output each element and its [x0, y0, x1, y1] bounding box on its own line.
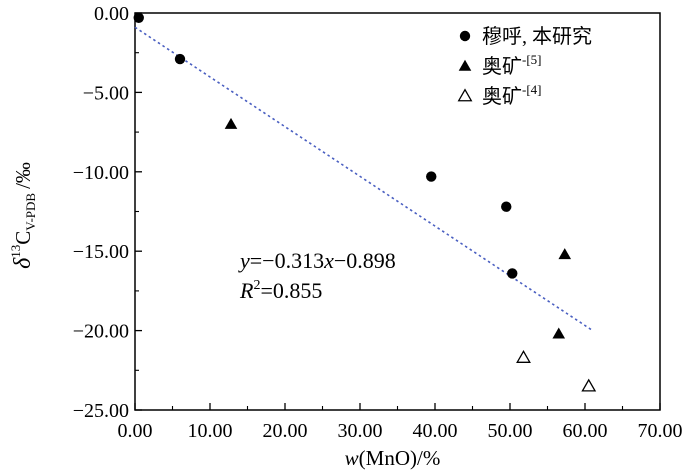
plot-area-frame — [134, 12, 661, 411]
legend-label: 奥矿-[5] — [482, 52, 542, 78]
legend-reference: -[5] — [522, 52, 542, 67]
axis-ticks — [134, 12, 661, 411]
x-tick-label: 60.00 — [563, 420, 608, 442]
data-point — [552, 327, 566, 339]
regression-equation: y=−0.313x−0.898 — [238, 248, 396, 273]
equation-coefficient: =−0.313 — [250, 248, 324, 273]
x-tick-label: 40.00 — [413, 420, 458, 442]
x-axis-unit: (MnO)/% — [359, 446, 441, 470]
x-tick-label: 0.00 — [118, 420, 153, 442]
legend-marker — [457, 88, 473, 102]
x-axis-title: w(MnO)/% — [345, 446, 441, 470]
data-points — [133, 12, 597, 392]
data-point — [133, 12, 144, 23]
legend-label: 穆呼, 本研究 — [482, 25, 592, 48]
data-point — [516, 349, 531, 363]
legend-marker — [458, 59, 472, 71]
y-axis-unit: /‰ — [11, 162, 35, 189]
y-axis-element: C — [11, 231, 35, 245]
regression-trendline — [134, 26, 593, 332]
legend-reference: -[4] — [522, 82, 542, 97]
data-point — [581, 378, 597, 392]
equation-y-var: y — [238, 248, 250, 273]
x-tick-label: 10.00 — [188, 420, 233, 442]
y-tick-label: −15.00 — [73, 241, 129, 263]
legend-marker — [459, 30, 471, 42]
legend-series-name: 奥矿 — [482, 55, 522, 78]
y-axis-delta: δ — [10, 257, 36, 269]
x-tick-label: 20.00 — [263, 420, 308, 442]
y-tick-label: 0.00 — [94, 3, 129, 25]
r-var: R — [239, 278, 254, 303]
legend-series-name: 穆呼, 本研究 — [482, 25, 592, 48]
data-point — [426, 171, 437, 182]
r-squared-label: R2=0.855 — [239, 278, 322, 303]
legend-series-name: 奥矿 — [482, 85, 522, 108]
data-point — [501, 201, 512, 212]
legend-label: 奥矿-[4] — [482, 82, 542, 108]
y-axis-subscript: V-PDB — [23, 193, 38, 231]
r-squared-value: =0.855 — [260, 278, 322, 303]
data-point — [558, 248, 572, 260]
data-point — [174, 53, 186, 65]
y-tick-label: −20.00 — [73, 321, 129, 343]
r-superscript: 2 — [253, 278, 260, 293]
y-tick-label: −5.00 — [83, 82, 129, 104]
axis-tick-labels: 0.00 10.00 20.00 30.00 40.00 50.00 60.00 70.00 0… — [73, 3, 683, 442]
y-axis-superscript: 13 — [8, 245, 23, 258]
equation-x-var: x — [323, 248, 334, 273]
data-point — [224, 117, 238, 129]
y-tick-label: −10.00 — [73, 162, 129, 184]
x-tick-label: 70.00 — [638, 420, 683, 442]
y-tick-label: −25.00 — [73, 400, 129, 422]
y-axis-title: δ13CV-PDB /‰ — [8, 162, 38, 269]
x-tick-label: 30.00 — [338, 420, 383, 442]
data-point — [507, 268, 518, 279]
x-axis-var: w — [345, 446, 359, 470]
equation-intercept: −0.898 — [334, 248, 396, 273]
x-tick-label: 50.00 — [488, 420, 533, 442]
